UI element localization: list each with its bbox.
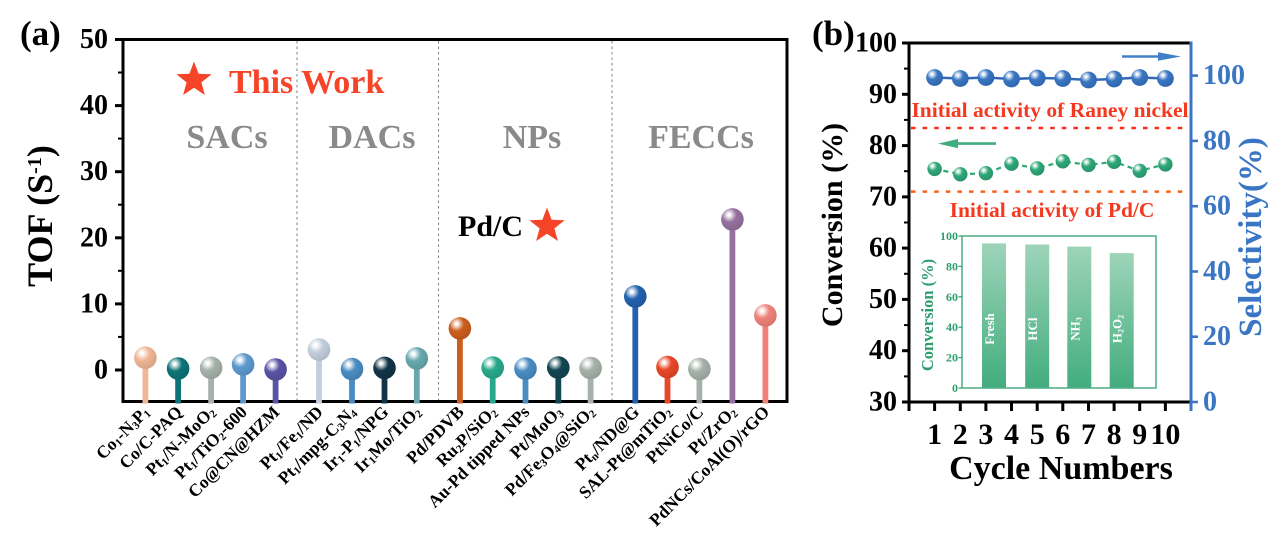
svg-text:Cycle Numbers: Cycle Numbers xyxy=(949,450,1173,487)
svg-text:0: 0 xyxy=(1203,387,1217,418)
svg-text:H2O2: H2O2 xyxy=(1110,315,1126,343)
svg-text:100: 100 xyxy=(855,28,897,59)
svg-text:30: 30 xyxy=(869,387,897,418)
svg-text:40: 40 xyxy=(80,90,108,121)
svg-text:FECCs: FECCs xyxy=(648,119,754,156)
svg-text:DACs: DACs xyxy=(329,119,416,156)
svg-text:100: 100 xyxy=(1203,60,1245,91)
svg-text:Selectivity(%): Selectivity(%) xyxy=(1233,137,1269,337)
svg-text:6: 6 xyxy=(1055,418,1070,451)
svg-text:Initial activity of Pd/C: Initial activity of Pd/C xyxy=(950,198,1155,222)
svg-text:20: 20 xyxy=(80,222,108,253)
svg-text:50: 50 xyxy=(869,284,897,315)
svg-text:80: 80 xyxy=(1203,125,1231,156)
svg-text:8: 8 xyxy=(1107,418,1122,451)
svg-text:60: 60 xyxy=(869,233,897,264)
svg-text:40: 40 xyxy=(1203,256,1231,287)
svg-text:Conversion (%): Conversion (%) xyxy=(816,123,849,327)
svg-text:20: 20 xyxy=(946,351,958,365)
svg-text:10: 10 xyxy=(80,288,108,319)
svg-text:80: 80 xyxy=(946,259,958,273)
svg-text:0: 0 xyxy=(94,355,108,386)
svg-text:NH3: NH3 xyxy=(1067,317,1083,341)
svg-text:3: 3 xyxy=(978,418,993,451)
svg-text:50: 50 xyxy=(80,24,108,55)
svg-text:90: 90 xyxy=(869,79,897,110)
svg-text:20: 20 xyxy=(1203,321,1231,352)
svg-text:(b): (b) xyxy=(812,14,855,53)
svg-text:5: 5 xyxy=(1030,418,1045,451)
svg-text:HCl: HCl xyxy=(1025,317,1040,341)
svg-text:100: 100 xyxy=(940,229,958,243)
svg-text:4: 4 xyxy=(1004,418,1019,451)
svg-text:1: 1 xyxy=(927,418,942,451)
svg-text:70: 70 xyxy=(869,181,897,212)
svg-text:Fresh: Fresh xyxy=(982,312,997,344)
svg-text:(a): (a) xyxy=(20,14,61,53)
svg-text:7: 7 xyxy=(1081,418,1096,451)
svg-text:This Work: This Work xyxy=(229,64,384,101)
svg-text:0: 0 xyxy=(952,381,958,395)
svg-text:NPs: NPs xyxy=(503,119,562,156)
svg-text:60: 60 xyxy=(946,290,958,304)
svg-text:30: 30 xyxy=(80,156,108,187)
svg-text:SACs: SACs xyxy=(186,119,267,156)
svg-text:40: 40 xyxy=(946,320,958,334)
svg-text:Pd/C: Pd/C xyxy=(458,210,523,243)
svg-text:Conversion (%): Conversion (%) xyxy=(918,259,937,371)
svg-text:9: 9 xyxy=(1132,418,1147,451)
svg-text:2: 2 xyxy=(953,418,968,451)
svg-text:40: 40 xyxy=(869,335,897,366)
svg-text:Initial activity of Raney nick: Initial activity of Raney nickel xyxy=(911,98,1188,122)
svg-text:80: 80 xyxy=(869,130,897,161)
svg-text:10: 10 xyxy=(1150,418,1180,451)
svg-text:60: 60 xyxy=(1203,191,1231,222)
